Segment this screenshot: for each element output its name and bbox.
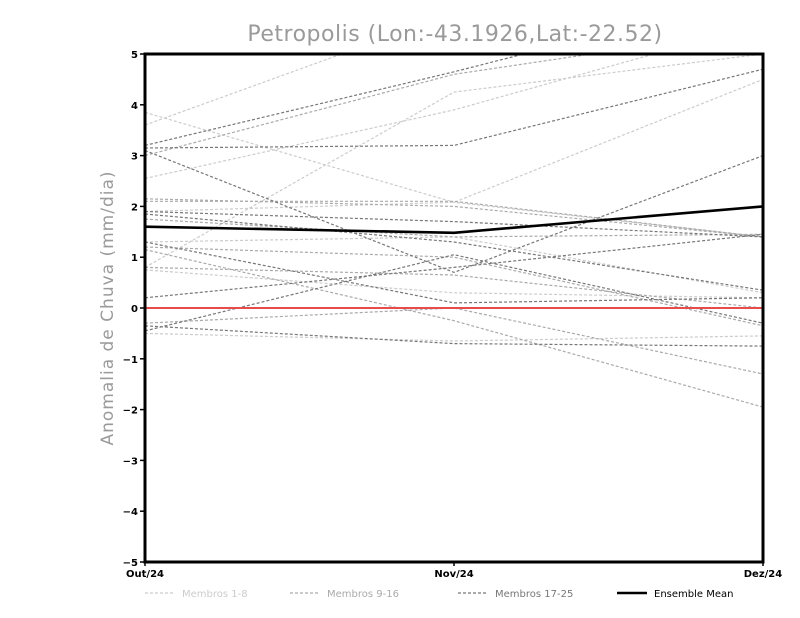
legend-label: Membros 9-16 [327,589,399,600]
member-line-3 [145,54,763,268]
member-line-10 [145,198,763,238]
legend-label: Membros 1-8 [182,589,248,600]
member-line-11 [145,200,763,238]
y-tick-label: 5 [131,50,138,61]
x-tick-label: Nov/24 [434,569,473,580]
member-line-2 [145,54,657,180]
y-tick-label: −1 [123,355,138,366]
member-line-21 [145,213,763,291]
member-line-1 [145,54,344,126]
ensemble-mean-line [145,205,763,235]
member-line-20 [145,210,763,238]
legend: Membros 1-8 Membros 9-16 Membros 17-25 Ense… [145,589,733,600]
member-line-12 [145,218,763,238]
member-line-23 [145,233,763,299]
member-line-22 [145,241,763,304]
y-axis-ticks: −5 −4 −3 −2 −1 0 1 2 3 4 5 [123,50,145,569]
y-tick-label: −3 [123,456,138,467]
y-tick-label: 1 [131,253,138,264]
member-line-24 [145,325,763,347]
x-tick-label: Out/24 [126,569,164,580]
member-line-8 [145,332,763,342]
member-line-4 [145,78,763,213]
member-line-14 [145,266,763,309]
member-line-17 [145,54,527,146]
member-line-6 [145,236,763,294]
member-line-25 [145,254,763,332]
ensemble-mean-series [145,205,763,235]
member-line-16 [145,249,763,408]
member-line-7 [145,269,763,299]
y-tick-label: −5 [123,558,138,569]
y-tick-label: 0 [131,304,138,315]
y-tick-label: −4 [123,507,138,518]
member-line-15 [145,307,763,375]
member-line-13 [145,246,763,327]
legend-label: Membros 17-25 [495,589,573,600]
legend-label: Ensemble Mean [654,589,733,600]
y-tick-label: 2 [131,202,138,213]
y-tick-label: −2 [123,406,138,417]
member-line-19 [145,149,763,274]
x-tick-label: Dez/24 [744,569,783,580]
series-lines [145,54,763,408]
y-tick-label: 3 [131,152,138,163]
y-axis-label: Anomalia de Chuva (mm/dia) [98,170,118,445]
chart-title: Petropolis (Lon:-43.1926,Lat:-22.52) [247,22,662,47]
member-line-9 [145,54,596,157]
y-tick-label: 4 [131,101,138,112]
x-axis-ticks: Out/24 Nov/24 Dez/24 [126,562,782,580]
member-line-18 [145,68,763,149]
member-line-5 [145,111,763,238]
